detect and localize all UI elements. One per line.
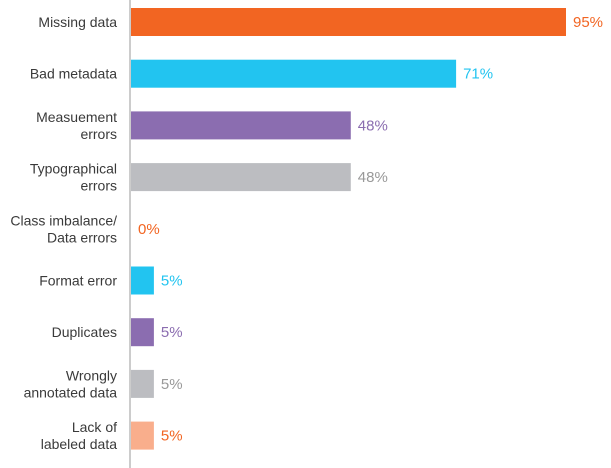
value-label-1: 71%: [463, 66, 493, 83]
value-labels-group: 95% 71% 48% 48% 0% 5% 5% 5% 5%: [138, 14, 603, 445]
category-label-7-0: Wrongly: [66, 367, 117, 383]
bar-0: [131, 8, 566, 36]
category-label-0-0: Missing data: [38, 14, 117, 30]
value-label-5: 5%: [161, 273, 183, 290]
bars-group: [131, 8, 566, 450]
category-label-2-0: Measuement: [36, 109, 117, 125]
category-label-2-1: errors: [80, 126, 117, 142]
category-label-3-0: Typographical: [30, 161, 117, 177]
bar-6: [131, 318, 154, 347]
category-label-7-1: annotated data: [24, 384, 118, 400]
value-label-2: 48%: [358, 117, 388, 134]
category-label-3-1: errors: [80, 178, 117, 194]
bar-1: [131, 59, 457, 88]
bar-2: [131, 111, 351, 140]
category-label-8-0: Lack of: [72, 419, 117, 435]
category-label-5-0: Format error: [39, 273, 117, 289]
bar-7: [131, 369, 154, 398]
category-label-8-1: labeled data: [41, 436, 118, 452]
category-label-4-1: Data errors: [47, 229, 117, 245]
value-label-3: 48%: [358, 169, 388, 186]
value-label-8: 5%: [161, 428, 183, 445]
bar-5: [131, 266, 154, 295]
bar-3: [131, 163, 351, 192]
value-label-0: 95%: [573, 14, 603, 31]
category-label-1-0: Bad metadata: [30, 66, 117, 82]
value-label-6: 5%: [161, 324, 183, 341]
category-label-6-0: Duplicates: [52, 324, 117, 340]
value-label-4: 0%: [138, 221, 160, 238]
bar-8: [131, 421, 154, 450]
category-label-4-0: Class imbalance/: [10, 212, 117, 228]
value-label-7: 5%: [161, 376, 183, 393]
